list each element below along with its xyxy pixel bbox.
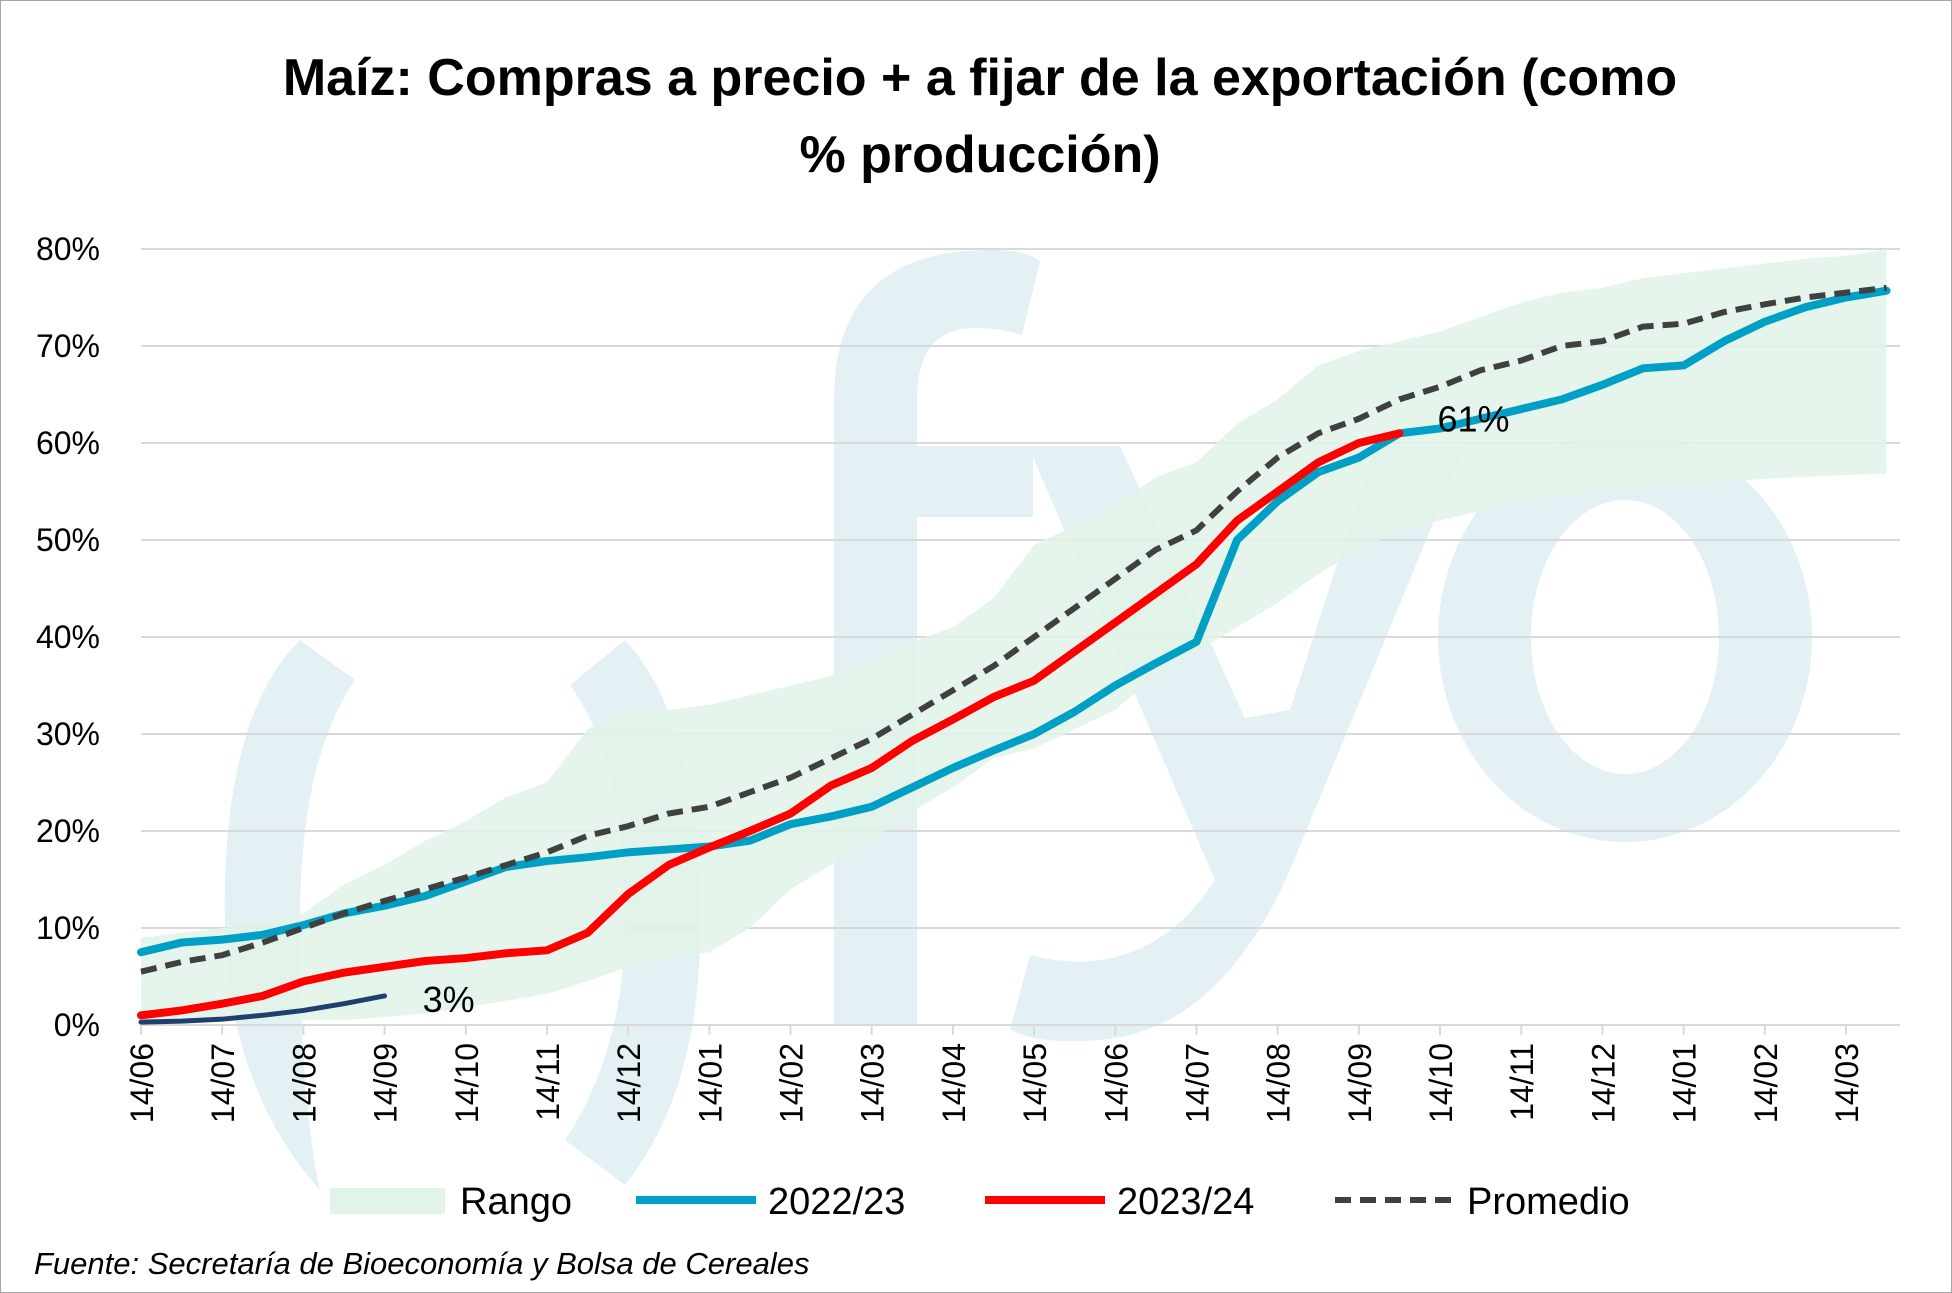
watermark-letter-o (1438, 432, 1813, 842)
x-tick-label: 14/03 (1829, 1043, 1865, 1123)
x-tick-label: 14/10 (1423, 1043, 1459, 1123)
x-tick-label: 14/03 (855, 1043, 891, 1123)
y-tick-label: 20% (36, 813, 100, 849)
range-band (141, 249, 1887, 1021)
y-tick-label: 70% (36, 328, 100, 364)
y-tick-label: 30% (36, 716, 100, 752)
x-tick-label: 14/12 (1585, 1043, 1621, 1123)
x-tick-label: 14/08 (286, 1043, 322, 1123)
x-tick-label: 14/01 (1667, 1043, 1703, 1123)
series-line-2023-24 (137, 429, 1404, 1020)
x-tick-label: 14/07 (1179, 1043, 1215, 1123)
x-tick-label: 14/10 (449, 1043, 485, 1123)
chart-title-line-2: % producción) (799, 126, 1160, 184)
series-line-2024-25 (138, 993, 388, 1025)
source-note: Fuente: Secretaría de Bioeconomía y Bols… (34, 1246, 809, 1281)
x-tick-label: 14/12 (611, 1043, 647, 1123)
watermark-bracket-left (224, 640, 355, 1190)
x-tick-label: 14/06 (1098, 1043, 1134, 1123)
legend-swatch-rango (330, 1188, 445, 1214)
x-tick-label: 14/08 (1261, 1043, 1297, 1123)
y-tick-label: 60% (36, 425, 100, 461)
chart-title-line-1: Maíz: Compras a precio + a fijar de la e… (283, 49, 1677, 107)
legend-label-promedio: Promedio (1467, 1181, 1630, 1223)
x-tick-label: 14/06 (124, 1043, 160, 1123)
y-tick-label: 0% (54, 1007, 100, 1043)
y-tick-label: 40% (36, 619, 100, 655)
legend-label-2023-24: 2023/24 (1117, 1181, 1254, 1223)
x-tick-label: 14/01 (692, 1043, 728, 1123)
legend: Rango 2022/23 2023/24 Promedio (330, 1181, 1630, 1223)
x-tick-label: 14/02 (1748, 1043, 1784, 1123)
series-line-promedio (140, 284, 1887, 975)
y-tick-label: 80% (36, 231, 100, 267)
x-tick-label: 14/09 (368, 1043, 404, 1123)
x-tick-label: 14/11 (1504, 1043, 1540, 1121)
y-tick-label: 10% (36, 910, 100, 946)
x-tick-label: 14/11 (530, 1043, 566, 1121)
end-value-label: 61% (1437, 398, 1509, 439)
x-tick-label: 14/09 (1342, 1043, 1378, 1123)
legend-label-2022-23: 2022/23 (768, 1181, 905, 1223)
x-tick-label: 14/05 (1017, 1043, 1053, 1123)
end-value-label: 3% (423, 979, 475, 1020)
series-line-2022-23 (137, 286, 1891, 957)
legend-label-rango: Rango (460, 1181, 572, 1223)
y-tick-label: 50% (36, 522, 100, 558)
x-tick-label: 14/07 (205, 1043, 241, 1123)
x-tick-label: 14/04 (936, 1043, 972, 1123)
x-tick-label: 14/02 (774, 1043, 810, 1123)
